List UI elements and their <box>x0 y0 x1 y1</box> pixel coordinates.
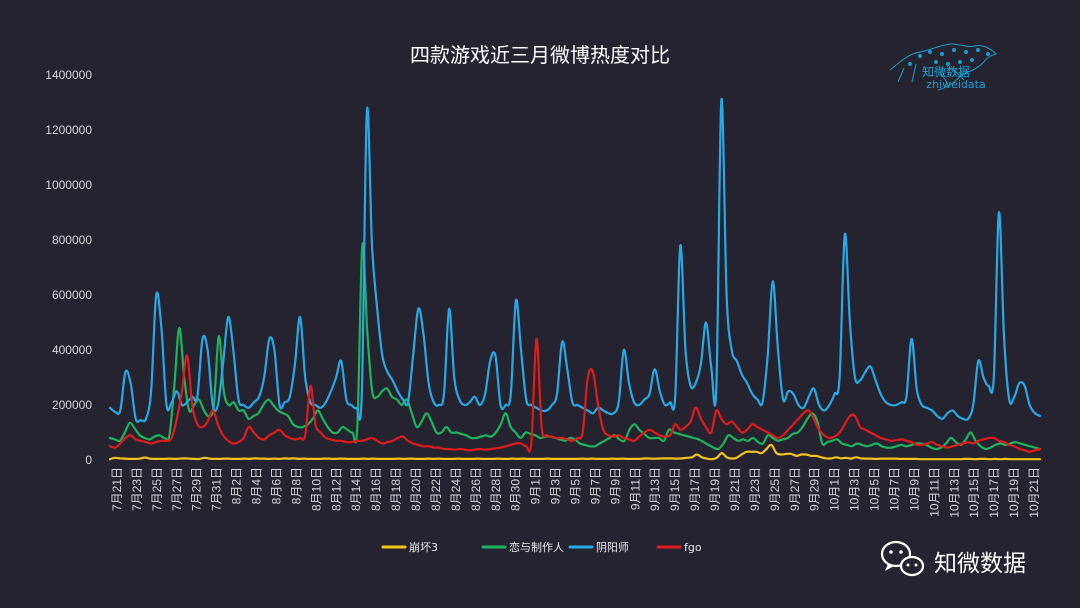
legend-label-1: 恋与制作人 <box>509 540 564 554</box>
x-tick-label: 8月22日 <box>429 467 443 511</box>
x-tick-label: 8月8日 <box>289 467 303 504</box>
x-axis: 7月21日 7月23日 7月25日 7月27日 7月29日 7月31日 8月2日 8月4日 8月… <box>110 467 1041 518</box>
x-tick-label: 10月5日 <box>868 467 882 511</box>
x-tick-label: 8月12日 <box>329 467 343 511</box>
watermark: 知微数据 <box>880 540 1026 577</box>
x-tick-label: 10月21日 <box>1027 467 1041 518</box>
x-tick-label: 8月28日 <box>489 467 503 511</box>
series-line-1 <box>108 242 1042 451</box>
watermark-label: 知微数据 <box>934 551 1026 577</box>
x-tick-label: 9月7日 <box>588 467 602 504</box>
y-tick-label: 1400000 <box>45 68 92 82</box>
x-tick-label: 7月27日 <box>170 467 184 511</box>
wechat-icon <box>880 540 925 577</box>
brand-domain: zhiweidata <box>926 78 985 91</box>
x-tick-label: 8月4日 <box>250 467 264 504</box>
x-tick-label: 9月21日 <box>728 467 742 511</box>
x-tick-label: 9月5日 <box>569 467 583 504</box>
x-tick-label: 8月14日 <box>349 467 363 511</box>
brand-logo: 知微数据 zhiweidata <box>889 43 997 91</box>
legend-label-2: 阴阳师 <box>596 541 629 554</box>
series-group <box>108 97 1042 461</box>
x-tick-label: 9月23日 <box>748 467 762 511</box>
x-tick-label: 10月19日 <box>1007 467 1021 518</box>
chart-title: 四款游戏近三月微博热度对比 <box>410 43 670 67</box>
y-tick-label: 200000 <box>52 398 92 412</box>
x-tick-label: 10月13日 <box>947 467 961 518</box>
x-tick-label: 8月16日 <box>369 467 383 511</box>
leopard-icon <box>889 43 997 91</box>
y-tick-label: 1000000 <box>45 178 92 192</box>
x-tick-label: 9月25日 <box>768 467 782 511</box>
x-tick-label: 7月23日 <box>130 467 144 511</box>
x-tick-label: 9月29日 <box>808 467 822 511</box>
y-tick-label: 400000 <box>52 343 92 357</box>
legend-label-3: fgo <box>684 541 702 554</box>
x-tick-label: 9月27日 <box>788 467 802 511</box>
x-tick-label: 8月30日 <box>509 467 523 511</box>
x-tick-label: 10月11日 <box>927 467 941 517</box>
x-tick-label: 9月17日 <box>688 467 702 511</box>
y-tick-label: 0 <box>85 453 92 467</box>
x-tick-label: 8月10日 <box>309 467 323 511</box>
y-tick-label: 1200000 <box>45 123 92 137</box>
y-axis: 0 200000 400000 600000 800000 1000000 1200000 1… <box>45 68 92 467</box>
x-tick-label: 9月11日 <box>628 467 642 510</box>
x-tick-label: 7月21日 <box>110 467 124 511</box>
x-tick-label: 7月25日 <box>150 467 164 511</box>
legend: 崩坏3 恋与制作人 阴阳师 fgo <box>381 540 702 554</box>
x-tick-label: 9月1日 <box>529 467 543 504</box>
x-tick-label: 7月29日 <box>190 467 204 511</box>
x-tick-label: 10月7日 <box>888 467 902 511</box>
x-tick-label: 8月18日 <box>389 467 403 511</box>
x-tick-label: 8月20日 <box>409 467 423 511</box>
x-tick-label: 9月15日 <box>668 467 682 511</box>
series-line-0 <box>108 443 1042 461</box>
x-tick-label: 9月9日 <box>608 467 622 504</box>
x-tick-label: 10月1日 <box>828 467 842 511</box>
y-tick-label: 800000 <box>52 233 92 247</box>
x-tick-label: 10月15日 <box>967 467 981 518</box>
y-tick-label: 600000 <box>52 288 92 302</box>
brand-name: 知微数据 <box>922 64 970 79</box>
x-tick-label: 10月9日 <box>907 467 921 511</box>
x-tick-label: 9月19日 <box>708 467 722 511</box>
series-line-2 <box>108 97 1042 423</box>
x-tick-label: 8月2日 <box>230 467 244 504</box>
x-tick-label: 9月13日 <box>648 467 662 511</box>
legend-label-0: 崩坏3 <box>409 540 438 554</box>
x-tick-label: 10月3日 <box>848 467 862 511</box>
x-tick-label: 9月3日 <box>549 467 563 504</box>
series-line-3 <box>108 337 1042 453</box>
x-tick-label: 7月31日 <box>210 467 224 511</box>
x-tick-label: 10月17日 <box>987 467 1001 518</box>
x-tick-label: 8月24日 <box>449 467 463 511</box>
x-tick-label: 8月26日 <box>469 467 483 511</box>
x-tick-label: 8月6日 <box>270 467 284 504</box>
